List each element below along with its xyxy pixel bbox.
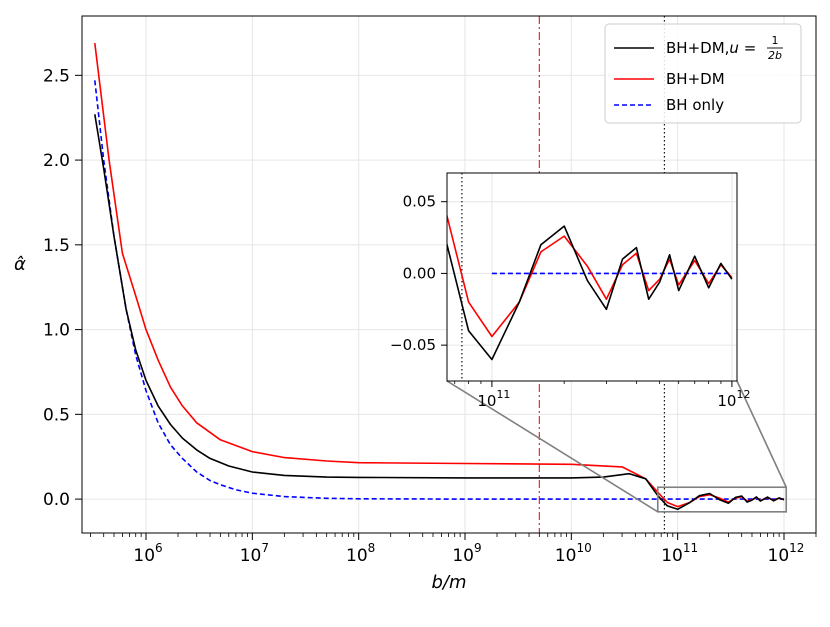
series-line	[94, 114, 785, 511]
x-axis-label: b/m	[431, 572, 466, 593]
x-tick-label: 1012	[768, 541, 805, 566]
x-tick-label: 106	[133, 541, 162, 566]
main-plot-frame	[81, 15, 817, 534]
main-axis-ticks: 106 107 108 109 1010 1011 1012 0.0 0.5 1.0 1.5 2.0 2…	[43, 66, 817, 566]
inset-background	[447, 173, 737, 381]
y-tick-label: 0.0	[43, 490, 70, 510]
y-tick-label: 0.5	[43, 405, 70, 425]
inset-x-tick-label: 1012	[717, 388, 750, 410]
x-tick-label: 109	[452, 541, 481, 566]
y-tick-label: 1.5	[43, 236, 70, 256]
y-tick-label: 2.0	[43, 151, 70, 171]
legend-frac-den: 2b	[768, 49, 782, 62]
y-tick-label: 2.5	[43, 66, 70, 86]
inset-y-tick-label: 0.00	[403, 264, 436, 282]
y-axis-label: α̂	[14, 254, 26, 275]
legend-label-bh-only: BH only	[666, 96, 724, 114]
inset-plot: 1011 1012 0.05 0.00 −0.05	[390, 172, 750, 410]
series-line	[94, 80, 784, 500]
zoom-indicator	[446, 380, 788, 513]
x-tick-label: 1010	[555, 541, 592, 566]
inset-y-tick-label: −0.05	[390, 336, 436, 354]
inset-series-line	[447, 225, 733, 361]
inset-series-line	[447, 212, 733, 338]
x-tick-label: 108	[346, 541, 375, 566]
legend-frac-num: 1	[772, 34, 779, 47]
inset-frame	[446, 172, 738, 382]
zoom-box	[656, 486, 788, 513]
legend: BH+DM,u = 1 2b BH+DM BH only	[604, 23, 802, 124]
inset-axis-ticks: 1011 1012 0.05 0.00 −0.05	[390, 193, 750, 410]
inset-y-tick-label: 0.05	[403, 193, 436, 211]
inset-x-tick-label: 1011	[477, 388, 510, 410]
main-series	[94, 43, 785, 511]
x-tick-label: 107	[240, 541, 269, 566]
legend-label-bh-dm: BH+DM	[666, 70, 725, 88]
y-tick-label: 1.0	[43, 321, 70, 341]
zoom-connector	[736, 380, 787, 488]
zoom-connector	[446, 380, 659, 513]
legend-label-bh-dm-u: BH+DM,u =	[666, 39, 756, 57]
x-tick-label: 1011	[661, 541, 698, 566]
inset-series	[447, 212, 733, 361]
